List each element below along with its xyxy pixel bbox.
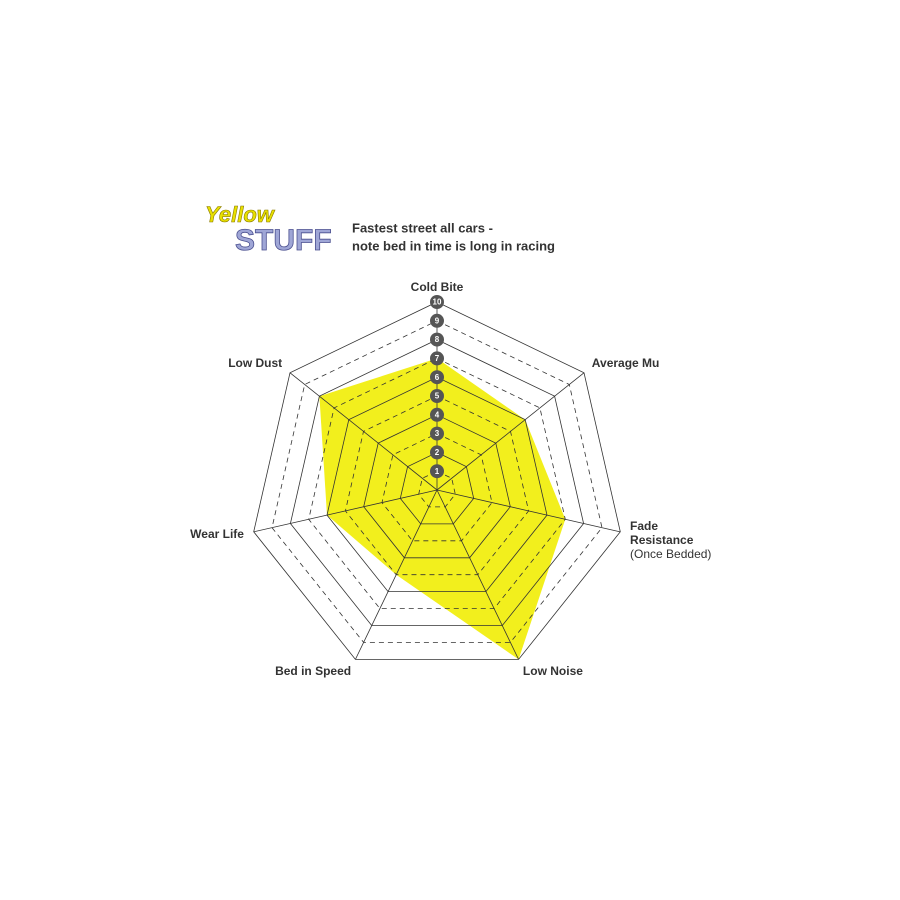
category-label: Low Dust bbox=[228, 356, 282, 370]
tick-label: 2 bbox=[435, 448, 440, 457]
tick-label: 1 bbox=[435, 467, 440, 476]
grid-ring bbox=[363, 414, 511, 559]
tick-label: 5 bbox=[435, 392, 440, 401]
tick-label: 6 bbox=[435, 373, 440, 382]
grid-ring bbox=[308, 357, 566, 609]
grid-ring bbox=[289, 339, 585, 626]
category-label: Low Noise bbox=[523, 664, 583, 678]
category-label: Average Mu bbox=[592, 356, 660, 370]
logo-yellow: Yellow bbox=[205, 202, 276, 227]
category-label: Cold Bite bbox=[411, 280, 464, 294]
category-label: Fade Resistance bbox=[630, 519, 694, 547]
tick-badge bbox=[430, 332, 444, 347]
tick-badge bbox=[430, 295, 444, 309]
grid-ring bbox=[326, 376, 548, 592]
tick-label: 4 bbox=[435, 410, 440, 419]
tick-badge bbox=[430, 407, 444, 422]
category-label: Bed in Speed bbox=[275, 664, 351, 678]
tick-badge bbox=[430, 351, 444, 366]
grid-ring bbox=[399, 451, 475, 525]
grid-ring bbox=[253, 301, 621, 660]
spoke bbox=[289, 372, 438, 491]
tick-label: 3 bbox=[435, 429, 440, 438]
tick-badge bbox=[430, 313, 444, 328]
tick-badge bbox=[430, 426, 444, 441]
label-line: Resistance bbox=[630, 533, 694, 547]
tick-label: 7 bbox=[435, 354, 440, 363]
tick-label: 8 bbox=[435, 335, 440, 344]
tick-badge bbox=[430, 445, 444, 460]
tick-badge bbox=[430, 370, 444, 385]
tick-badge bbox=[430, 389, 444, 403]
spoke bbox=[436, 489, 519, 660]
spoke bbox=[436, 372, 585, 491]
category-note: (Once Bedded) bbox=[630, 547, 711, 561]
tick-label: 10 bbox=[433, 298, 442, 307]
grid-ring bbox=[381, 433, 493, 542]
label-line: Fade bbox=[630, 519, 661, 533]
tick-label: 9 bbox=[435, 316, 440, 325]
spoke bbox=[253, 489, 438, 533]
spoke bbox=[355, 489, 438, 660]
spoke bbox=[436, 489, 621, 533]
title-line: Fastest street all cars - bbox=[352, 220, 493, 235]
title-line: note bed in time is long in racing bbox=[352, 238, 555, 253]
grid-ring bbox=[271, 320, 603, 643]
data-area bbox=[319, 358, 566, 660]
tick-badge bbox=[430, 464, 444, 479]
logo-stuff: STUFF bbox=[235, 224, 332, 257]
grid-ring bbox=[418, 470, 456, 508]
category-label: Wear Life bbox=[190, 527, 244, 541]
